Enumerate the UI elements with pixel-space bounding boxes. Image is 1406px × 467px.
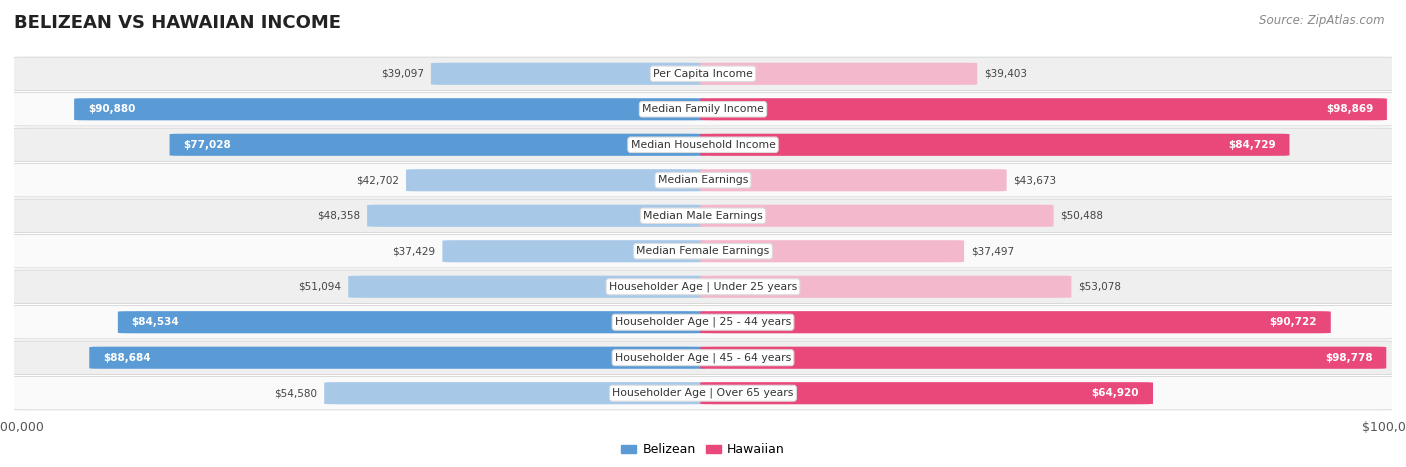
Text: Median Earnings: Median Earnings (658, 175, 748, 185)
Text: Householder Age | 25 - 44 years: Householder Age | 25 - 44 years (614, 317, 792, 327)
FancyBboxPatch shape (75, 98, 706, 120)
Text: Source: ZipAtlas.com: Source: ZipAtlas.com (1260, 14, 1385, 27)
Text: Householder Age | Under 25 years: Householder Age | Under 25 years (609, 282, 797, 292)
FancyBboxPatch shape (7, 234, 1399, 268)
FancyBboxPatch shape (7, 199, 1399, 233)
Text: Median Household Income: Median Household Income (630, 140, 776, 150)
Text: Householder Age | 45 - 64 years: Householder Age | 45 - 64 years (614, 353, 792, 363)
FancyBboxPatch shape (700, 382, 1153, 404)
Text: $77,028: $77,028 (183, 140, 231, 150)
Text: $48,358: $48,358 (318, 211, 360, 221)
FancyBboxPatch shape (700, 347, 1386, 369)
FancyBboxPatch shape (7, 305, 1399, 339)
Text: $50,488: $50,488 (1060, 211, 1104, 221)
Text: $43,673: $43,673 (1014, 175, 1057, 185)
FancyBboxPatch shape (89, 347, 706, 369)
FancyBboxPatch shape (170, 134, 706, 156)
Text: $42,702: $42,702 (356, 175, 399, 185)
Text: $90,722: $90,722 (1270, 317, 1317, 327)
Text: $98,869: $98,869 (1326, 104, 1374, 114)
FancyBboxPatch shape (700, 63, 977, 85)
FancyBboxPatch shape (7, 270, 1399, 304)
Text: Median Male Earnings: Median Male Earnings (643, 211, 763, 221)
Text: $84,729: $84,729 (1227, 140, 1275, 150)
FancyBboxPatch shape (325, 382, 706, 404)
FancyBboxPatch shape (430, 63, 706, 85)
Text: $54,580: $54,580 (274, 388, 318, 398)
Text: $37,497: $37,497 (972, 246, 1014, 256)
FancyBboxPatch shape (700, 169, 1007, 191)
FancyBboxPatch shape (7, 92, 1399, 126)
FancyBboxPatch shape (443, 240, 706, 262)
FancyBboxPatch shape (118, 311, 706, 333)
Text: $51,094: $51,094 (298, 282, 342, 292)
FancyBboxPatch shape (700, 98, 1386, 120)
Text: $98,778: $98,778 (1324, 353, 1372, 363)
FancyBboxPatch shape (349, 276, 706, 298)
Text: Householder Age | Over 65 years: Householder Age | Over 65 years (612, 388, 794, 398)
Text: $37,429: $37,429 (392, 246, 436, 256)
Text: $39,097: $39,097 (381, 69, 425, 79)
Text: $88,684: $88,684 (103, 353, 150, 363)
FancyBboxPatch shape (700, 276, 1071, 298)
FancyBboxPatch shape (7, 341, 1399, 375)
FancyBboxPatch shape (406, 169, 706, 191)
Text: Per Capita Income: Per Capita Income (652, 69, 754, 79)
FancyBboxPatch shape (7, 376, 1399, 410)
Legend: Belizean, Hawaiian: Belizean, Hawaiian (616, 439, 790, 461)
FancyBboxPatch shape (700, 240, 965, 262)
Text: Median Female Earnings: Median Female Earnings (637, 246, 769, 256)
FancyBboxPatch shape (7, 163, 1399, 197)
FancyBboxPatch shape (700, 134, 1289, 156)
Text: $90,880: $90,880 (89, 104, 135, 114)
FancyBboxPatch shape (367, 205, 706, 227)
Text: $39,403: $39,403 (984, 69, 1028, 79)
Text: $53,078: $53,078 (1078, 282, 1122, 292)
Text: BELIZEAN VS HAWAIIAN INCOME: BELIZEAN VS HAWAIIAN INCOME (14, 14, 342, 32)
Text: $64,920: $64,920 (1091, 388, 1139, 398)
FancyBboxPatch shape (700, 311, 1330, 333)
Text: Median Family Income: Median Family Income (643, 104, 763, 114)
Text: $84,534: $84,534 (132, 317, 180, 327)
FancyBboxPatch shape (7, 57, 1399, 91)
FancyBboxPatch shape (7, 128, 1399, 162)
FancyBboxPatch shape (700, 205, 1053, 227)
